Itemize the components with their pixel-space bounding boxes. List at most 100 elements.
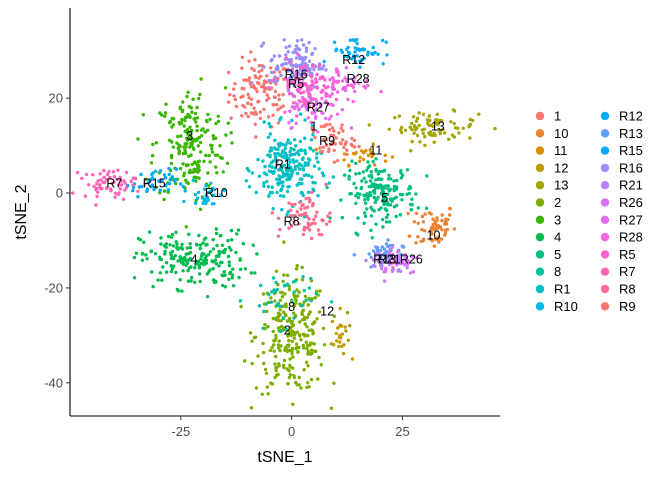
data-point: [84, 172, 89, 177]
data-point: [376, 177, 381, 181]
data-point: [234, 104, 239, 109]
data-point: [418, 140, 422, 144]
data-point: [329, 102, 334, 107]
data-point: [287, 168, 291, 172]
data-point: [303, 163, 307, 168]
data-point: [275, 190, 279, 195]
data-point: [387, 250, 391, 254]
data-point: [166, 190, 170, 194]
data-point: [383, 257, 388, 261]
data-point: [250, 361, 254, 366]
data-point: [358, 159, 362, 163]
data-point: [295, 114, 299, 118]
data-point: [306, 157, 311, 161]
data-point: [324, 94, 328, 99]
data-point: [119, 183, 124, 187]
cluster-label: R21: [378, 252, 401, 266]
data-point: [292, 220, 296, 224]
data-point: [163, 183, 167, 187]
data-point: [272, 77, 276, 82]
data-point: [170, 175, 174, 179]
data-point: [409, 149, 413, 153]
data-point: [306, 381, 310, 385]
data-point: [266, 185, 270, 189]
data-point: [268, 348, 273, 353]
data-point: [189, 106, 193, 110]
data-point: [71, 191, 75, 195]
data-point: [355, 41, 359, 46]
data-point: [372, 191, 377, 195]
data-point: [280, 208, 284, 212]
data-point: [390, 245, 394, 250]
data-point: [371, 249, 376, 253]
data-point: [443, 131, 447, 135]
data-point: [165, 270, 169, 274]
data-point: [102, 180, 107, 185]
data-point: [300, 66, 305, 70]
data-point: [384, 40, 388, 44]
data-point: [210, 150, 215, 154]
legend-swatch: [600, 302, 610, 311]
data-point: [330, 139, 335, 144]
data-point: [335, 79, 339, 84]
data-point: [327, 181, 331, 185]
data-point: [270, 290, 274, 294]
data-point: [258, 283, 263, 288]
data-point: [309, 276, 313, 281]
series-R9: [307, 105, 361, 164]
data-point: [290, 300, 294, 304]
data-point: [178, 255, 182, 259]
data-point: [421, 220, 426, 224]
data-point: [204, 258, 209, 262]
data-point: [309, 236, 314, 241]
data-point: [277, 168, 281, 172]
data-point: [403, 253, 408, 257]
data-point: [189, 129, 194, 133]
data-point: [218, 144, 222, 148]
data-point: [191, 170, 195, 174]
cluster-label: R12: [342, 53, 365, 67]
legend-label: 12: [554, 160, 568, 175]
data-point: [429, 123, 433, 128]
data-point: [275, 79, 279, 83]
data-point: [317, 310, 322, 314]
data-point: [301, 232, 306, 237]
data-point: [383, 159, 388, 163]
data-point: [304, 196, 308, 201]
data-point: [384, 201, 388, 205]
data-point: [293, 106, 297, 111]
data-point: [302, 70, 306, 74]
data-point: [433, 237, 437, 241]
data-point: [437, 127, 441, 132]
data-point: [230, 273, 235, 277]
data-point: [124, 185, 129, 190]
data-point: [172, 117, 176, 121]
data-point: [113, 191, 118, 195]
data-point: [175, 141, 179, 145]
data-point: [266, 325, 270, 329]
data-point: [421, 131, 425, 136]
data-point: [147, 230, 152, 234]
data-point: [232, 87, 236, 91]
legend-item: R15: [600, 143, 643, 158]
data-point: [234, 250, 238, 255]
data-point: [262, 89, 267, 94]
data-point: [452, 227, 457, 231]
data-point: [238, 267, 243, 271]
data-point: [301, 193, 305, 198]
data-point: [286, 67, 290, 72]
legend-item: 3: [535, 212, 561, 227]
data-point: [282, 150, 286, 155]
data-point: [329, 406, 334, 410]
data-point: [304, 298, 308, 302]
data-point: [311, 64, 315, 68]
data-point: [173, 253, 178, 258]
data-point: [410, 127, 414, 132]
data-point: [370, 182, 375, 187]
data-point: [376, 52, 380, 56]
data-point: [329, 114, 333, 119]
data-point: [294, 380, 298, 385]
legend-swatch: [600, 267, 610, 276]
data-point: [252, 68, 256, 73]
data-point: [437, 240, 441, 244]
